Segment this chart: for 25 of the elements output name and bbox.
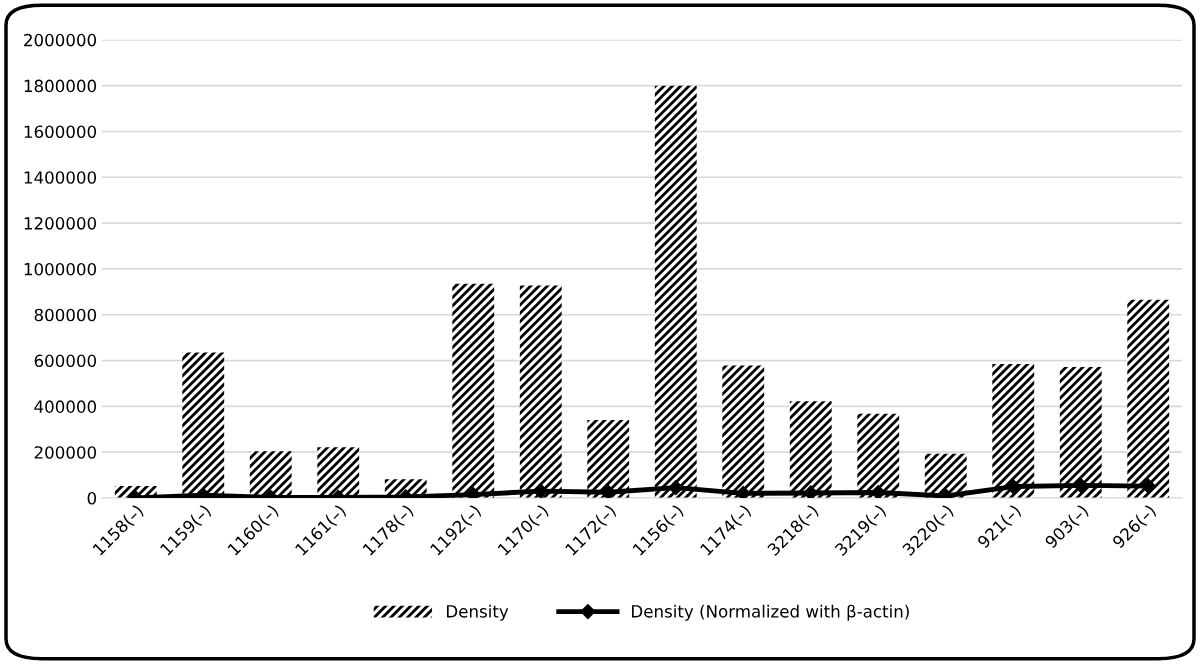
y-tick-label: 1200000 [24, 217, 97, 230]
bar [789, 401, 832, 498]
y-tick-label: 800000 [34, 308, 97, 322]
y-tick-label: 200000 [34, 446, 97, 459]
bar [587, 420, 630, 498]
legend-label: Density (Normalized with β-actin) [632, 604, 909, 621]
y-tick-label: 1600000 [24, 125, 97, 139]
bar [317, 447, 360, 498]
y-tick-label: 1000000 [24, 262, 97, 276]
y-tick-label: 2000000 [24, 33, 97, 47]
bar [249, 451, 292, 498]
y-tick-label: 1400000 [24, 171, 97, 184]
bar [857, 413, 900, 498]
bar [519, 285, 562, 498]
bar [992, 363, 1035, 498]
bar [1127, 299, 1170, 498]
bar [722, 365, 765, 498]
bar [1059, 366, 1102, 498]
y-tick-label: 400000 [34, 400, 97, 413]
y-tick-label: 1800000 [24, 79, 97, 93]
legend-label: Density [447, 604, 509, 621]
bar [452, 283, 495, 498]
y-tick-label: 600000 [34, 354, 97, 368]
bar [654, 85, 697, 498]
y-tick-label: 0 [87, 491, 97, 505]
